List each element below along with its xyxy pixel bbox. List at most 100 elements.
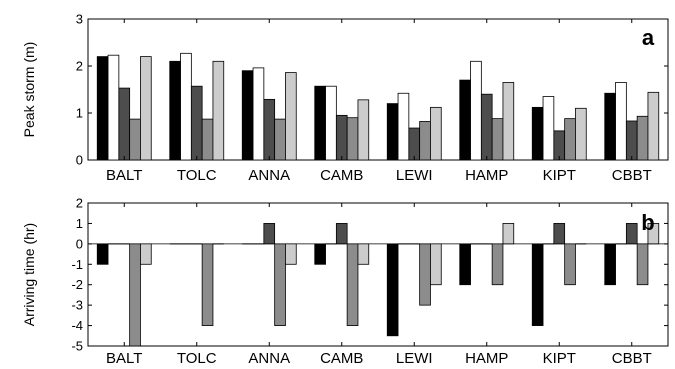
bar	[346, 243, 359, 326]
bar	[491, 243, 504, 286]
y-tick-label: 2	[76, 59, 83, 74]
y-tick-label: -2	[71, 277, 83, 292]
category-label: ANNA	[248, 350, 290, 367]
category-label: CBBT	[612, 167, 652, 184]
bar	[252, 67, 265, 161]
panel-a: 0 1 2 3 BALT TOLC ANNA CAMB LEWI HAMP KIPT CBBT Peak…	[21, 12, 669, 184]
bar	[140, 56, 152, 161]
bar	[274, 243, 286, 326]
bar	[190, 85, 203, 161]
bar	[386, 103, 399, 161]
y-tick-label: 1	[76, 106, 83, 121]
bar	[636, 243, 649, 286]
panel-label: b	[641, 210, 654, 235]
bar	[335, 223, 348, 245]
bar	[502, 82, 515, 161]
bar	[419, 243, 431, 306]
category-label: TOLC	[177, 167, 217, 184]
bar	[625, 120, 638, 161]
category-label: KIPT	[543, 167, 576, 184]
y-tick-label: 3	[76, 12, 83, 27]
category-label: CBBT	[612, 350, 652, 367]
bar	[604, 92, 616, 161]
bar	[140, 243, 152, 265]
bar	[553, 223, 566, 245]
bar	[386, 243, 399, 337]
y-tick-label: 0	[76, 153, 83, 168]
y-tick-label: -5	[71, 339, 83, 354]
bar	[357, 99, 370, 161]
bar	[263, 98, 276, 161]
bar	[118, 87, 131, 161]
bar	[480, 93, 493, 161]
bar	[96, 243, 109, 265]
bar	[531, 243, 544, 326]
bar	[335, 114, 348, 161]
category-label: LEWI	[396, 350, 433, 367]
bar	[564, 243, 576, 286]
bar	[470, 60, 482, 161]
bar	[274, 118, 286, 161]
bar	[357, 243, 370, 265]
y-tick-label: 1	[76, 216, 83, 231]
bar	[430, 106, 442, 161]
category-label: CAMB	[320, 350, 363, 367]
bar	[169, 60, 181, 161]
bar	[285, 72, 297, 161]
category-label: HAMP	[465, 350, 508, 367]
panel-b: -5 -4 -3 -2 -1 0 1 2 BALT TOLC ANNA CAMB LEWI HAMP KIP…	[21, 196, 669, 367]
bar	[212, 60, 225, 161]
category-label: BALT	[106, 167, 142, 184]
y-tick-label: -3	[71, 298, 83, 313]
bar	[180, 52, 192, 161]
category-label: CAMB	[320, 167, 363, 184]
bar	[647, 223, 660, 245]
bar	[615, 82, 627, 161]
category-label: HAMP	[465, 167, 508, 184]
bar	[459, 79, 471, 161]
bar	[285, 243, 297, 265]
bar	[241, 70, 254, 161]
bar	[419, 121, 431, 161]
category-label: TOLC	[177, 350, 217, 367]
bar	[201, 118, 214, 161]
bar	[491, 118, 504, 161]
bar	[564, 118, 576, 161]
bar	[346, 117, 359, 161]
axes-frame	[87, 18, 669, 161]
bar	[553, 130, 566, 161]
bar	[314, 85, 326, 161]
y-tick-label: 0	[76, 236, 83, 251]
bar	[542, 96, 555, 161]
bar	[314, 243, 326, 265]
bar	[325, 85, 337, 161]
panel-label: a	[642, 25, 655, 50]
y-tick-label: 2	[76, 196, 83, 211]
bar	[459, 243, 471, 286]
axes-frame	[87, 202, 669, 347]
bar	[502, 223, 515, 245]
bar	[397, 92, 410, 161]
y-axis-label: Arriving time (hr)	[21, 223, 37, 326]
bar	[129, 243, 141, 347]
bar	[636, 115, 649, 161]
category-label: LEWI	[396, 167, 433, 184]
bar	[96, 56, 109, 161]
bar	[201, 243, 214, 326]
bar	[575, 107, 587, 161]
bar	[604, 243, 616, 286]
bar	[263, 223, 276, 245]
y-axis-label: Peak storm (m)	[21, 42, 37, 138]
bar	[531, 106, 544, 161]
bar	[647, 91, 660, 161]
bar	[625, 223, 638, 245]
bar	[408, 127, 421, 161]
category-label: ANNA	[248, 167, 290, 184]
bar	[129, 118, 141, 161]
category-label: KIPT	[543, 350, 576, 367]
y-tick-label: -1	[71, 257, 83, 272]
category-label: BALT	[106, 350, 142, 367]
bar	[107, 54, 120, 161]
bar	[430, 243, 442, 286]
